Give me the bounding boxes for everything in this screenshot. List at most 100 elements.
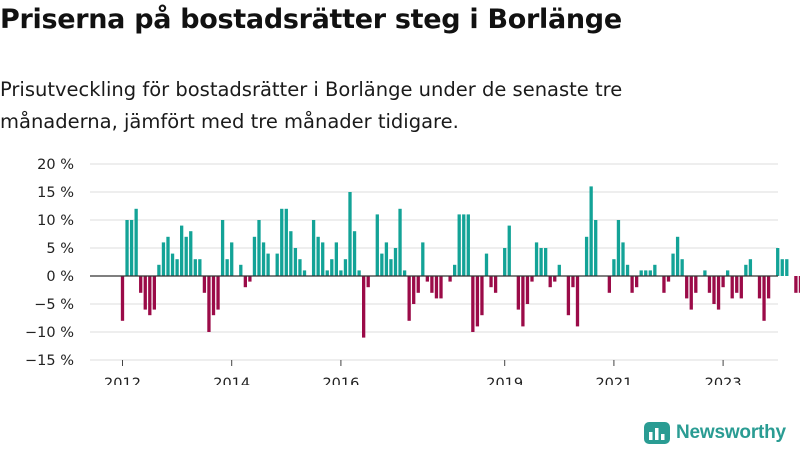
y-tick-label: −5 %	[34, 297, 74, 313]
bar	[566, 276, 571, 316]
bar	[389, 259, 393, 276]
y-tick-label: −10 %	[25, 325, 74, 341]
bar	[748, 259, 753, 276]
bar	[193, 259, 197, 276]
bar	[644, 270, 648, 276]
x-tick-label: 2023	[705, 376, 742, 385]
bar	[125, 220, 129, 276]
bar	[330, 259, 334, 276]
x-tick-label: 2019	[486, 376, 523, 385]
bar	[252, 236, 257, 276]
bar	[375, 214, 379, 276]
bar	[457, 214, 461, 276]
bar	[402, 270, 407, 276]
bar	[216, 276, 220, 310]
bar	[794, 276, 798, 293]
bar	[735, 276, 739, 293]
bar	[648, 270, 652, 276]
bar-chart: 20 % 15 % 10 % 5 % 0 % −5 % −10 % −15 % 2012 201…	[25, 157, 800, 385]
brand-name: Newsworthy	[676, 422, 786, 443]
bar	[157, 264, 161, 276]
y-tick-label: 0 %	[46, 269, 74, 285]
chart-subtitle: Prisutveckling för bostadsrätter i Borlä…	[0, 78, 623, 133]
bar	[257, 220, 261, 276]
bar	[480, 276, 484, 316]
bar	[462, 214, 466, 276]
bar	[152, 276, 156, 310]
bar	[407, 276, 411, 321]
bar	[453, 264, 457, 276]
bar	[625, 264, 630, 276]
bar	[507, 225, 511, 276]
bar	[675, 236, 680, 276]
bar	[516, 276, 520, 310]
bar	[616, 220, 621, 276]
bar	[475, 276, 480, 327]
bar	[348, 192, 352, 276]
bar	[280, 208, 284, 276]
bar	[321, 242, 325, 276]
y-tick-label: 20 %	[37, 157, 74, 173]
chart-title: Priserna på bostadsrätter steg i Borläng…	[0, 4, 622, 35]
bar	[707, 276, 712, 293]
bar	[798, 276, 800, 293]
x-tick-label: 2021	[595, 376, 632, 385]
bar	[175, 259, 179, 276]
bar	[430, 276, 434, 293]
bar	[129, 220, 134, 276]
bar	[302, 270, 307, 276]
bar	[161, 242, 166, 276]
bar	[343, 259, 348, 276]
bar	[143, 276, 147, 310]
bar	[211, 276, 216, 316]
bar	[434, 276, 439, 299]
bar	[689, 276, 693, 310]
bar	[412, 276, 416, 304]
bar	[439, 276, 443, 299]
bar	[284, 208, 288, 276]
bar	[357, 270, 361, 276]
bar	[534, 242, 539, 276]
bar	[493, 276, 498, 293]
bar	[635, 276, 639, 288]
bar	[575, 276, 580, 327]
bar	[120, 276, 125, 321]
bars	[120, 186, 800, 338]
bar	[589, 186, 593, 276]
y-axis-ticks: 20 % 15 % 10 % 5 % 0 % −5 % −10 % −15 %	[25, 157, 74, 369]
bar	[139, 276, 143, 293]
x-tick-label: 2014	[213, 376, 250, 385]
bar	[712, 276, 716, 304]
bar	[384, 242, 389, 276]
bar	[393, 248, 398, 276]
bar	[421, 242, 425, 276]
bar	[334, 242, 338, 276]
bar	[466, 214, 470, 276]
bar	[184, 236, 188, 276]
x-tick-label: 2016	[322, 376, 359, 385]
bar	[311, 220, 316, 276]
bar	[757, 276, 762, 299]
bar	[148, 276, 152, 316]
bar	[721, 276, 725, 288]
bar	[594, 220, 598, 276]
bar	[225, 259, 229, 276]
bar	[261, 242, 266, 276]
newsworthy-logo: Newsworthy	[644, 418, 786, 448]
bar	[521, 276, 525, 327]
bar	[553, 276, 557, 282]
bar	[607, 276, 611, 293]
bar	[612, 259, 616, 276]
bar	[544, 248, 548, 276]
bar	[298, 259, 302, 276]
bar	[630, 276, 634, 293]
bar	[530, 276, 534, 282]
bar	[202, 276, 207, 293]
bar	[653, 264, 657, 276]
bar	[484, 253, 489, 276]
bar	[266, 253, 270, 276]
gridlines	[90, 163, 778, 361]
bar	[766, 276, 771, 299]
bar	[776, 248, 780, 276]
bar	[680, 259, 684, 276]
